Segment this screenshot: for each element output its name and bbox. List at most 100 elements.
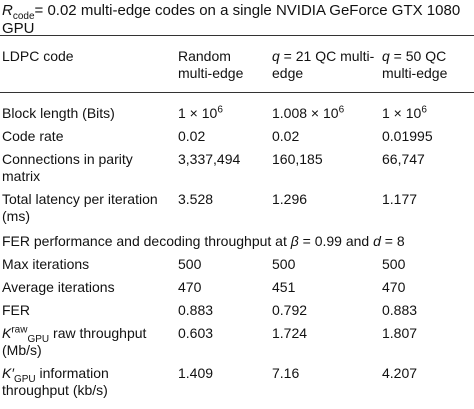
header-cell: Random multi-edge [176, 36, 270, 93]
text: Max iterations [2, 256, 90, 272]
cell: 1.296 [270, 189, 380, 229]
text-sup: 6 [421, 104, 427, 116]
row: Code rate 0.02 0.02 0.01995 [0, 126, 474, 149]
cell: Total latency per iteration (ms) [0, 189, 176, 229]
text: = 8 [380, 233, 405, 249]
header-cell: q = 21 QC multi-edge [270, 36, 380, 93]
row: K′GPU information throughput (kb/s) 1.409… [0, 363, 474, 403]
cell: 1 × 106 [380, 93, 474, 127]
cell: Max iterations [0, 254, 176, 277]
text-sub: code [12, 11, 35, 22]
text: Connections in parity matrix [2, 151, 133, 184]
cell: 470 [176, 277, 270, 300]
row: FER performance and decoding throughput … [0, 229, 474, 254]
text-sup: 6 [217, 104, 223, 116]
cell: 1.177 [380, 189, 474, 229]
text: FER performance and decoding throughput … [2, 233, 291, 249]
text-italic: q [382, 48, 390, 64]
text: 3,337,494 [178, 151, 241, 167]
text: 66,747 [382, 151, 425, 167]
cell: 1.409 [176, 363, 270, 403]
text: 1.724 [272, 325, 308, 341]
cell: 500 [380, 254, 474, 277]
text: 500 [178, 256, 202, 272]
cell: 451 [270, 277, 380, 300]
text: 0.603 [178, 325, 214, 341]
text: 0.02 [178, 128, 206, 144]
text-italic: q [272, 48, 280, 64]
cell: 4.207 [380, 363, 474, 403]
cell: FER [0, 300, 176, 323]
cell: Code rate [0, 126, 176, 149]
text: 7.16 [272, 365, 300, 381]
text: 1.409 [178, 365, 214, 381]
text: LDPC code [2, 48, 74, 64]
text: FER [2, 302, 30, 318]
cell: Connections in parity matrix [0, 149, 176, 189]
text: 0.02 [272, 128, 300, 144]
cell: 160,185 [270, 149, 380, 189]
text: Random multi-edge [178, 48, 244, 81]
cell: 0.02 [270, 126, 380, 149]
row: KrawGPU raw throughput (Mb/s) 0.603 1.724 1… [0, 323, 474, 363]
text: 160,185 [272, 151, 323, 167]
text: Average iterations [2, 279, 115, 295]
text: 470 [382, 279, 406, 295]
data-table: LDPC code Random multi-edge q = 21 QC mult… [0, 36, 474, 403]
text: 0.792 [272, 302, 308, 318]
cell: 1.008 × 106 [270, 93, 380, 127]
text-sup: 6 [338, 104, 345, 116]
row: Max iterations 500 500 500 [0, 254, 474, 277]
cell: 1.724 [270, 323, 380, 363]
row: FER 0.883 0.792 0.883 [0, 300, 474, 323]
text: 500 [382, 256, 406, 272]
section-cell: FER performance and decoding throughput … [0, 229, 474, 254]
text: = 0.99 and [298, 233, 374, 249]
row: Block length (Bits) 1 × 106 1.008 × 106 1 ×… [0, 93, 474, 127]
cell: 66,747 [380, 149, 474, 189]
cell: 0.883 [176, 300, 270, 323]
text-sup: raw [11, 324, 28, 336]
cell: 500 [270, 254, 380, 277]
text: 1.177 [382, 191, 418, 207]
cell: 3.528 [176, 189, 270, 229]
text-italic: d [373, 233, 381, 249]
cell: 500 [176, 254, 270, 277]
text-italic: K [2, 325, 12, 341]
text: 0.883 [178, 302, 214, 318]
cell: KrawGPU raw throughput (Mb/s) [0, 323, 176, 363]
cell: 1.807 [380, 323, 474, 363]
row: Average iterations 470 451 470 [0, 277, 474, 300]
text: 3.528 [178, 191, 214, 207]
row: Total latency per iteration (ms) 3.528 1.2… [0, 189, 474, 229]
cell: 0.603 [176, 323, 270, 363]
text-sub: GPU [27, 333, 50, 345]
cell: 0.01995 [380, 126, 474, 149]
cell: 3,337,494 [176, 149, 270, 189]
text: Block length (Bits) [2, 105, 115, 121]
text: 1 × 10 [178, 105, 218, 121]
text: 1.807 [382, 325, 418, 341]
text-italic: R [2, 2, 13, 19]
text: = 50 QC multi-edge [382, 48, 448, 81]
text: raw throughput (Mb/s) [2, 325, 147, 358]
text: 1.296 [272, 191, 308, 207]
text: 1.008 × 10 [272, 105, 339, 121]
text: = 0.02 multi-edge codes on a single NVID… [2, 2, 461, 37]
cell: Average iterations [0, 277, 176, 300]
text: information throughput (kb/s) [2, 365, 109, 398]
text: 0.01995 [382, 128, 433, 144]
cell: 470 [380, 277, 474, 300]
row: Connections in parity matrix 3,337,494 160… [0, 149, 474, 189]
header-cell: q = 50 QC multi-edge [380, 36, 474, 93]
text: = 21 QC multi-edge [272, 48, 375, 81]
cell: 0.02 [176, 126, 270, 149]
table-title: Rcode= 0.02 multi-edge codes on a single… [0, 0, 474, 37]
cell: K′GPU information throughput (kb/s) [0, 363, 176, 403]
text: Total latency per iteration (ms) [2, 191, 158, 224]
cell: 7.16 [270, 363, 380, 403]
cell: 0.883 [380, 300, 474, 323]
cell: 1 × 106 [176, 93, 270, 127]
text: Code rate [2, 128, 64, 144]
